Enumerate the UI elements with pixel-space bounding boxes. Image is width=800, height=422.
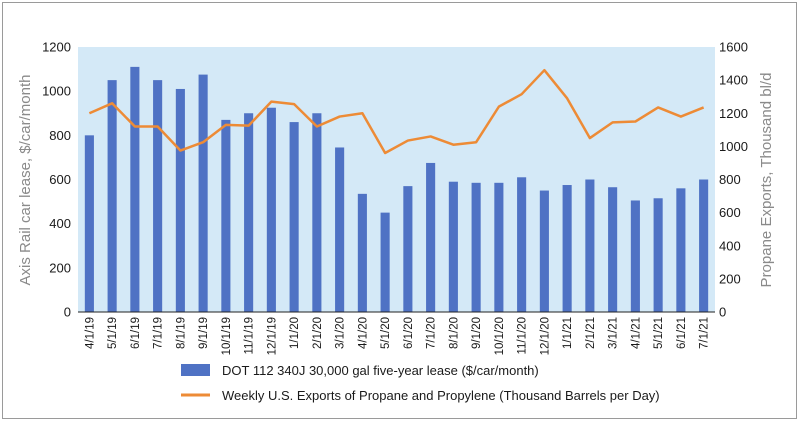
- bar-7/1/19: [153, 80, 163, 313]
- right-y-tick-label: 1400: [719, 73, 748, 88]
- x-tick-label: 5/1/19: [107, 317, 119, 349]
- bar-1/1/21: [562, 185, 572, 312]
- right-y-ticks: 0 200 400 600 800 1000 1200 1400 1600: [719, 40, 748, 320]
- bar-5/1/20: [380, 212, 390, 313]
- bar-12/1/19: [266, 107, 276, 312]
- right-y-tick-label: 1200: [719, 106, 748, 121]
- bar-2/1/21: [585, 179, 595, 312]
- left-y-tick-label: 600: [49, 172, 71, 187]
- bar-10/1/19: [221, 119, 231, 313]
- plot-area: [78, 47, 715, 312]
- x-tick-label: 4/1/21: [630, 317, 642, 349]
- bar-3/1/20: [335, 147, 345, 312]
- left-y-axis-title: Axis Rail car lease, $/car/month: [17, 75, 34, 286]
- x-tick-label: 5/1/20: [380, 317, 392, 349]
- legend-label-line: Weekly U.S. Exports of Propane and Propy…: [222, 388, 660, 403]
- exports-line: [88, 68, 705, 155]
- x-ticks: 4/1/19 5/1/19 6/1/19 7/1/19 8/1/19 9/1/19 10/1…: [84, 317, 710, 355]
- bar-12/1/20: [539, 190, 549, 312]
- bar-5/1/19: [107, 80, 117, 313]
- left-y-tick-label: 0: [64, 305, 71, 320]
- bar-9/1/20: [471, 182, 481, 312]
- legend-label-bar: DOT 112 340J 30,000 gal five-year lease …: [222, 363, 539, 378]
- left-y-tick-label: 1000: [42, 84, 71, 99]
- x-tick-label: 2/1/21: [585, 317, 597, 349]
- x-tick-label: 10/1/19: [221, 317, 233, 355]
- right-y-tick-label: 600: [719, 205, 741, 220]
- x-tick-label: 6/1/19: [130, 317, 142, 349]
- right-y-tick-label: 0: [719, 305, 726, 320]
- bar-8/1/20: [448, 181, 458, 312]
- x-tick-label: 1/1/20: [289, 317, 301, 349]
- x-tick-label: 12/1/20: [539, 317, 551, 355]
- x-tick-label: 11/1/19: [244, 317, 256, 355]
- bar-7/1/20: [426, 162, 436, 312]
- x-tick-label: 1/1/21: [562, 317, 574, 349]
- x-tick-label: 4/1/20: [357, 317, 369, 349]
- bar-10/1/20: [494, 182, 504, 312]
- bar-9/1/19: [198, 74, 208, 312]
- right-y-tick-label: 200: [719, 271, 741, 286]
- x-tick-label: 9/1/20: [471, 317, 483, 349]
- bar-6/1/20: [403, 186, 413, 313]
- x-tick-label: 7/1/21: [699, 317, 711, 349]
- bar-6/1/19: [130, 66, 140, 313]
- bar-6/1/21: [676, 188, 686, 312]
- right-y-tick-label: 800: [719, 172, 741, 187]
- bar-4/1/21: [630, 200, 640, 312]
- right-y-tick-label: 1600: [719, 40, 748, 55]
- bars-group: [84, 66, 709, 313]
- bar-11/1/19: [244, 113, 254, 312]
- x-tick-label: 6/1/21: [676, 317, 688, 349]
- bar-7/1/21: [699, 179, 709, 312]
- x-tick-label: 11/1/20: [517, 317, 529, 355]
- bar-5/1/21: [653, 198, 663, 312]
- bar-11/1/20: [517, 177, 527, 312]
- x-tick-label: 9/1/19: [198, 317, 210, 349]
- x-tick-label: 6/1/20: [403, 317, 415, 349]
- line-group: [88, 68, 705, 155]
- legend: DOT 112 340J 30,000 gal five-year lease …: [181, 363, 660, 403]
- right-y-tick-label: 400: [719, 238, 741, 253]
- x-tick-label: 8/1/19: [175, 317, 187, 349]
- x-tick-label: 3/1/20: [335, 317, 347, 349]
- left-y-tick-label: 400: [49, 216, 71, 231]
- left-y-tick-label: 200: [49, 260, 71, 275]
- x-tick-label: 10/1/20: [494, 317, 506, 355]
- bar-4/1/20: [357, 193, 367, 312]
- x-tick-label: 7/1/20: [426, 317, 438, 349]
- legend-swatch-bar: [181, 364, 210, 376]
- left-y-ticks: 0 200 400 600 800 1000 1200: [42, 40, 71, 320]
- bar-2/1/20: [312, 113, 322, 312]
- bar-3/1/21: [608, 187, 618, 312]
- x-tick-label: 2/1/20: [312, 317, 324, 349]
- x-tick-label: 4/1/19: [84, 317, 96, 349]
- x-tick-label: 3/1/21: [608, 317, 620, 349]
- right-y-axis-title: Propane Exports, Thousand bl/d: [758, 73, 775, 288]
- bar-8/1/19: [175, 88, 185, 313]
- right-y-tick-label: 1000: [719, 139, 748, 154]
- left-y-tick-label: 800: [49, 128, 71, 143]
- bar-1/1/20: [289, 122, 299, 312]
- bar-4/1/19: [84, 135, 94, 312]
- x-tick-label: 5/1/21: [653, 317, 665, 349]
- x-tick-label: 8/1/20: [448, 317, 460, 349]
- left-y-tick-label: 1200: [42, 40, 71, 55]
- x-tick-label: 12/1/19: [266, 317, 278, 355]
- x-tick-label: 7/1/19: [153, 317, 165, 349]
